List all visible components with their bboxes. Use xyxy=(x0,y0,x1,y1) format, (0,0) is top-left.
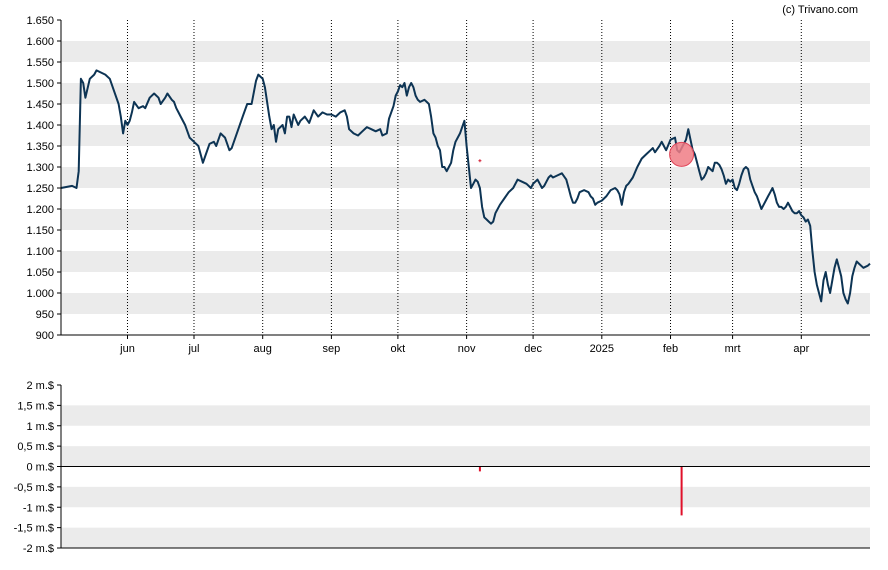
x-tick-label: mrt xyxy=(725,343,741,355)
price-band xyxy=(61,41,870,62)
volume-y-tick-label: 0,5 m.$ xyxy=(17,441,54,453)
y-tick-label: 1.300 xyxy=(26,162,54,174)
price-y-axis-ticks: 1.650 1.600 1.550 1.500 1.450 1.400 1.350 1.300… xyxy=(26,15,61,342)
price-band xyxy=(61,293,870,314)
trade-marker-small xyxy=(478,159,482,163)
x-tick-label: apr xyxy=(793,343,809,355)
x-tick-label: sep xyxy=(323,343,341,355)
price-band xyxy=(61,167,870,188)
y-tick-label: 1.050 xyxy=(26,267,54,279)
x-tick-label: aug xyxy=(254,343,272,355)
volume-bars xyxy=(478,466,683,516)
price-band xyxy=(61,83,870,104)
volume-y-tick-label: -1,5 m.$ xyxy=(14,523,54,535)
x-tick-label: jul xyxy=(187,343,199,355)
y-tick-label: 1.550 xyxy=(26,57,54,69)
y-tick-label: 1.200 xyxy=(26,204,54,216)
volume-band xyxy=(61,527,870,548)
y-tick-label: 1.450 xyxy=(26,99,54,111)
price-series-line xyxy=(60,69,871,305)
y-tick-label: 1.650 xyxy=(26,15,54,27)
volume-panel: 2 m.$ 1,5 m.$ 1 m.$ 0,5 m.$ 0 m.$ -0,5 m.$ -1 … xyxy=(14,380,870,555)
copyright-text: (c) Trivano.com xyxy=(782,4,858,16)
x-tick-label: 2025 xyxy=(590,343,614,355)
y-tick-label: 1.100 xyxy=(26,246,54,258)
y-tick-label: 1.250 xyxy=(26,183,54,195)
price-x-axis-ticks: jun jul aug sep okt nov dec 2025 feb mrt apr xyxy=(119,335,810,355)
y-tick-label: 900 xyxy=(36,330,54,342)
volume-y-tick-label: 0 m.$ xyxy=(26,462,54,474)
volume-band xyxy=(61,405,870,426)
price-panel: 1.650 1.600 1.550 1.500 1.450 1.400 1.350 1.300… xyxy=(26,15,871,355)
y-tick-label: 1.400 xyxy=(26,120,54,132)
y-tick-label: 1.600 xyxy=(26,36,54,48)
x-tick-label: feb xyxy=(663,343,678,355)
price-bands xyxy=(61,41,870,314)
x-tick-label: dec xyxy=(524,343,542,355)
y-tick-label: 1.350 xyxy=(26,141,54,153)
y-tick-label: 950 xyxy=(36,309,54,321)
price-markers xyxy=(478,141,695,167)
x-tick-label: jun xyxy=(119,343,135,355)
volume-y-axis-ticks: 2 m.$ 1,5 m.$ 1 m.$ 0,5 m.$ 0 m.$ -0,5 m.$ -1 … xyxy=(14,380,61,555)
x-tick-label: okt xyxy=(391,343,406,355)
y-tick-label: 1.500 xyxy=(26,78,54,90)
volume-y-tick-label: -0,5 m.$ xyxy=(14,482,54,494)
x-tick-label: nov xyxy=(458,343,476,355)
y-tick-label: 1.000 xyxy=(26,288,54,300)
volume-y-tick-label: 2 m.$ xyxy=(26,380,54,392)
volume-band xyxy=(61,486,870,508)
volume-y-tick-label: -1 m.$ xyxy=(23,502,54,514)
price-band xyxy=(61,209,870,230)
price-band xyxy=(61,251,870,272)
volume-band xyxy=(61,446,870,467)
y-tick-label: 1.150 xyxy=(26,225,54,237)
trade-marker-large xyxy=(669,141,695,167)
volume-y-tick-label: 1 m.$ xyxy=(26,421,54,433)
volume-y-tick-label: -2 m.$ xyxy=(23,543,54,555)
volume-y-tick-label: 1,5 m.$ xyxy=(17,400,54,412)
volume-bands xyxy=(61,405,870,548)
